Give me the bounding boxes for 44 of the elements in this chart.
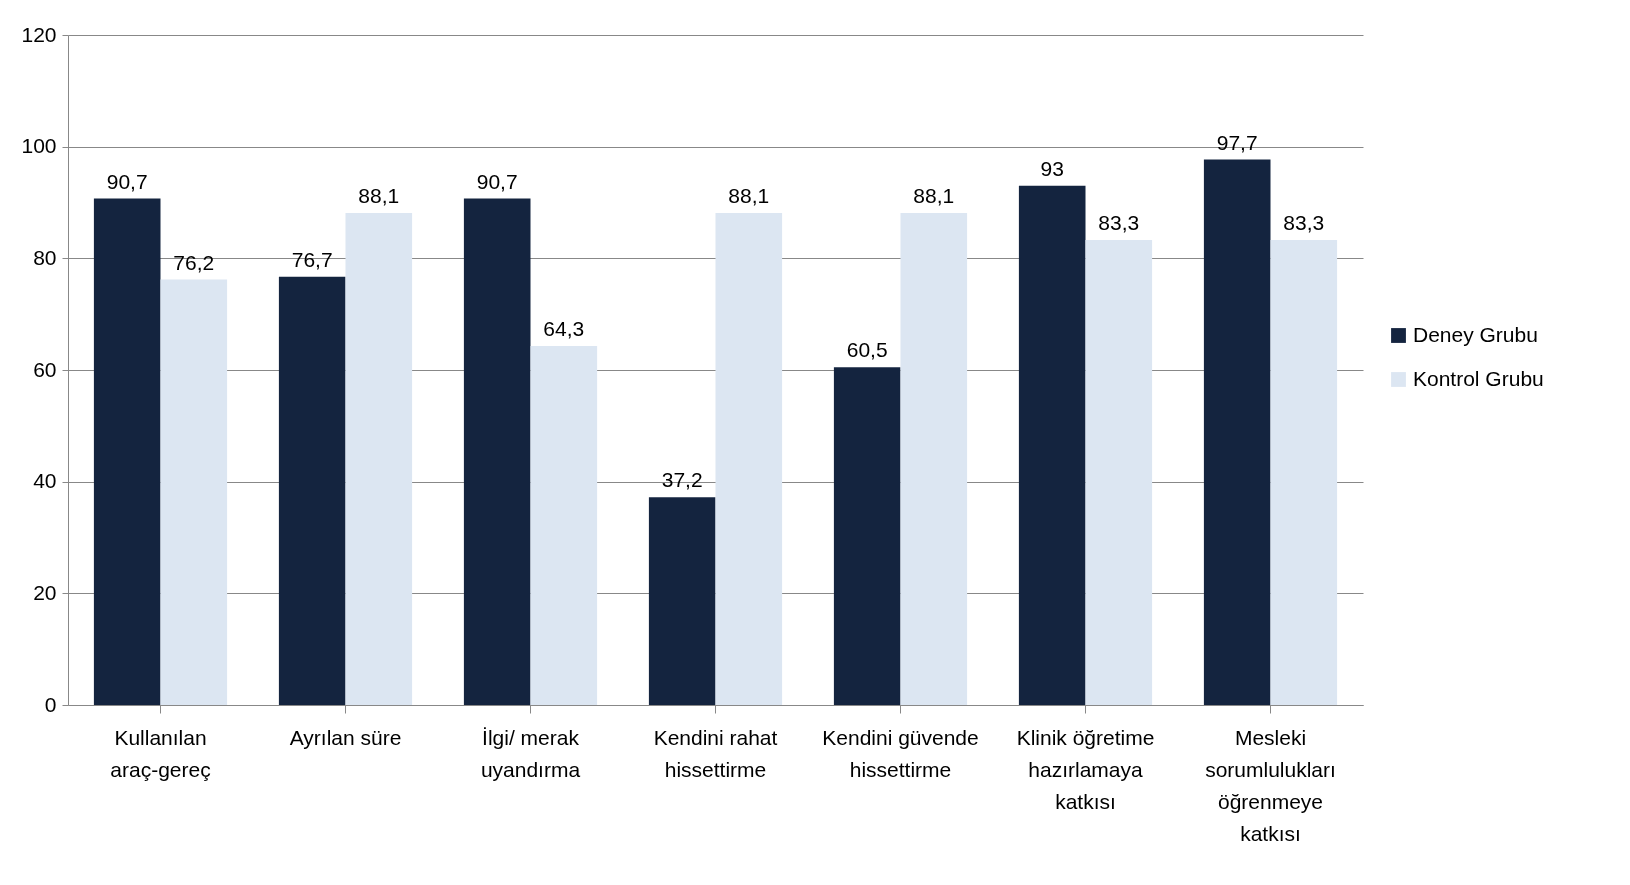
- bar: [93, 198, 161, 705]
- data-label: 83,3: [1283, 210, 1325, 234]
- data-label: 76,2: [173, 250, 215, 274]
- bar: [648, 497, 716, 705]
- bar: [833, 367, 901, 705]
- y-tick-label: 80: [33, 245, 57, 269]
- bar: [530, 345, 598, 705]
- data-label: 37,2: [661, 468, 703, 492]
- data-label: 97,7: [1216, 130, 1258, 154]
- y-tick-label: 40: [33, 469, 57, 493]
- x-tick-label: Mesleki sorumlulukları öğrenmeye katkısı: [1205, 725, 1336, 845]
- y-tick-label: 60: [33, 357, 57, 381]
- data-label: 90,7: [476, 169, 518, 193]
- bar: [900, 213, 968, 705]
- x-tick-label: Ayrılan süre: [289, 725, 402, 749]
- bar: [463, 198, 531, 705]
- bar: [1270, 239, 1338, 705]
- y-tick-label: 0: [44, 692, 57, 716]
- bar: [1203, 159, 1271, 705]
- y-tick-label: 20: [33, 580, 57, 604]
- bar: [278, 276, 346, 705]
- x-tick-label: Kendini rahat hissettirme: [653, 725, 778, 781]
- x-tick-label: İlgi/ merak uyandırma: [480, 725, 581, 781]
- data-label: 88,1: [913, 184, 955, 208]
- x-tick-label: Kendini güvende hissettirme: [822, 725, 979, 781]
- bar: [1018, 185, 1086, 705]
- y-tick-label: 120: [21, 22, 57, 46]
- data-label: 64,3: [543, 316, 585, 340]
- legend-label: Kontrol Grubu: [1413, 366, 1544, 390]
- x-tick-label: Klinik öğretime hazırlamaya katkısı: [1016, 725, 1155, 813]
- data-label: 88,1: [358, 184, 400, 208]
- data-label: 76,7: [291, 247, 333, 271]
- y-tick-label: 100: [21, 134, 57, 158]
- data-label: 90,7: [106, 169, 148, 193]
- bar: [1085, 239, 1153, 705]
- bar: [715, 213, 783, 705]
- data-label: 60,5: [846, 338, 888, 362]
- data-label: 88,1: [728, 184, 770, 208]
- bar: [345, 213, 413, 705]
- data-label: 93: [1040, 156, 1064, 180]
- legend-label: Deney Grubu: [1413, 322, 1538, 346]
- bar: [160, 279, 228, 705]
- x-tick-label: Kullanılan araç-gereç: [110, 725, 211, 781]
- data-label: 83,3: [1098, 210, 1140, 234]
